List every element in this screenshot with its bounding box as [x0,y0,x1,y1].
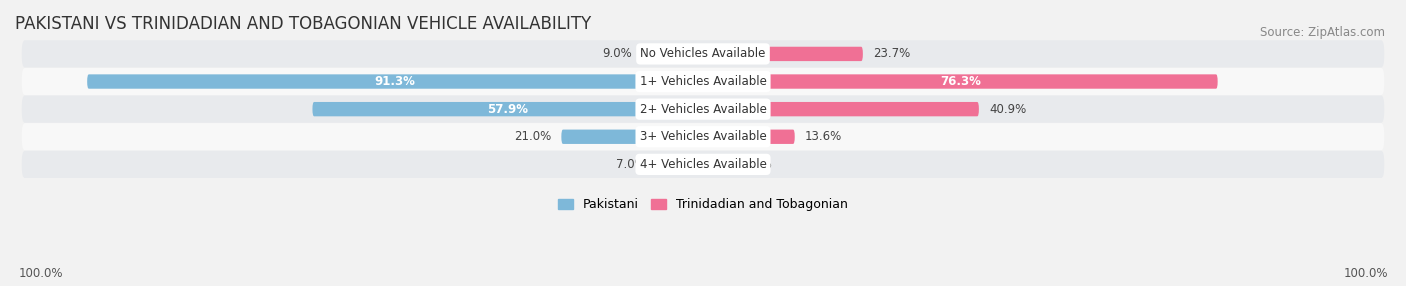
FancyBboxPatch shape [703,47,863,61]
Text: 40.9%: 40.9% [988,103,1026,116]
Text: 4+ Vehicles Available: 4+ Vehicles Available [640,158,766,171]
Text: 1+ Vehicles Available: 1+ Vehicles Available [640,75,766,88]
FancyBboxPatch shape [87,74,703,89]
Text: 2+ Vehicles Available: 2+ Vehicles Available [640,103,766,116]
Text: 23.7%: 23.7% [873,47,910,60]
Text: 21.0%: 21.0% [515,130,551,143]
Text: Source: ZipAtlas.com: Source: ZipAtlas.com [1260,26,1385,39]
Text: 100.0%: 100.0% [18,267,63,280]
Text: PAKISTANI VS TRINIDADIAN AND TOBAGONIAN VEHICLE AVAILABILITY: PAKISTANI VS TRINIDADIAN AND TOBAGONIAN … [15,15,592,33]
Text: 76.3%: 76.3% [939,75,981,88]
FancyBboxPatch shape [21,40,1385,67]
FancyBboxPatch shape [703,130,794,144]
FancyBboxPatch shape [655,157,703,172]
FancyBboxPatch shape [643,47,703,61]
Text: 3+ Vehicles Available: 3+ Vehicles Available [640,130,766,143]
Text: 13.6%: 13.6% [804,130,842,143]
FancyBboxPatch shape [703,157,733,172]
Text: 100.0%: 100.0% [1343,267,1388,280]
Text: 91.3%: 91.3% [374,75,416,88]
Text: 57.9%: 57.9% [488,103,529,116]
FancyBboxPatch shape [703,102,979,116]
FancyBboxPatch shape [561,130,703,144]
FancyBboxPatch shape [21,151,1385,178]
Text: 7.0%: 7.0% [616,158,645,171]
FancyBboxPatch shape [21,96,1385,123]
FancyBboxPatch shape [312,102,703,116]
FancyBboxPatch shape [703,74,1218,89]
FancyBboxPatch shape [21,68,1385,95]
Legend: Pakistani, Trinidadian and Tobagonian: Pakistani, Trinidadian and Tobagonian [553,193,853,216]
Text: 4.3%: 4.3% [742,158,772,171]
Text: 9.0%: 9.0% [602,47,633,60]
Text: No Vehicles Available: No Vehicles Available [640,47,766,60]
FancyBboxPatch shape [21,123,1385,150]
